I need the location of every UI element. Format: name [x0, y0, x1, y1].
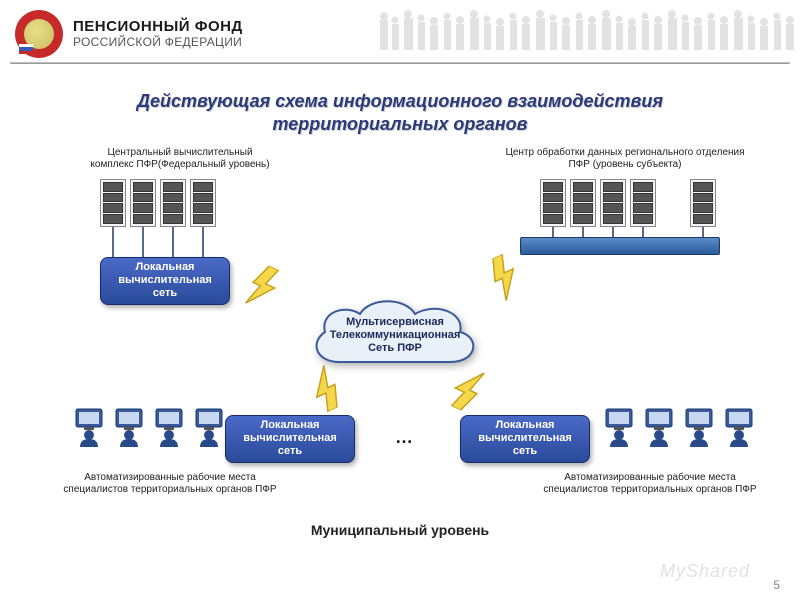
- municipal-level-label: Муниципальный уровень: [300, 522, 500, 539]
- title-line1: Действующая схема информационного взаимо…: [0, 90, 800, 113]
- regional-label: Центр обработки данных регионального отд…: [485, 147, 765, 171]
- slide-title: Действующая схема информационного взаимо…: [0, 90, 800, 137]
- header-divider: [10, 62, 790, 64]
- org-name-line1: ПЕНСИОННЫЙ ФОНД: [73, 19, 243, 36]
- page-header: ПЕНСИОННЫЙ ФОНД РОССИЙСКОЙ ФЕДЕРАЦИИ: [0, 0, 800, 70]
- regional-router: [520, 237, 720, 255]
- silhouette-banner: [380, 0, 800, 50]
- workstations-left: [70, 407, 228, 447]
- bolt-icon: [240, 261, 286, 314]
- lan-box-federal: Локальнаявычислительнаясеть: [100, 257, 230, 305]
- workstations-label-right: Автоматизированные рабочие местаспециали…: [530, 472, 770, 496]
- federal-server-racks: [100, 179, 216, 227]
- ellipsis: …: [395, 427, 413, 448]
- org-name-line2: РОССИЙСКОЙ ФЕДЕРАЦИИ: [73, 36, 243, 49]
- regional-server-racks: [540, 179, 656, 227]
- diagram-area: Центральный вычислительныйкомплекс ПФР(Ф…: [0, 137, 800, 597]
- regional-extra-rack: [690, 179, 716, 227]
- logo-area: ПЕНСИОННЫЙ ФОНД РОССИЙСКОЙ ФЕДЕРАЦИИ: [15, 10, 243, 58]
- federal-label: Центральный вычислительныйкомплекс ПФР(Ф…: [80, 147, 280, 171]
- page-number: 5: [773, 578, 780, 592]
- logo-icon: [15, 10, 63, 58]
- lan-box-municipal-1: Локальнаявычислительнаясеть: [225, 415, 355, 463]
- title-line2: территориальных органов: [0, 113, 800, 136]
- cloud-label: МультисервиснаяТелекоммуникационнаяСеть …: [300, 316, 490, 356]
- lan-box-municipal-2: Локальнаявычислительнаясеть: [460, 415, 590, 463]
- watermark: MyShared: [660, 561, 750, 582]
- workstations-label-left: Автоматизированные рабочие местаспециали…: [50, 472, 290, 496]
- workstations-right: [600, 407, 758, 447]
